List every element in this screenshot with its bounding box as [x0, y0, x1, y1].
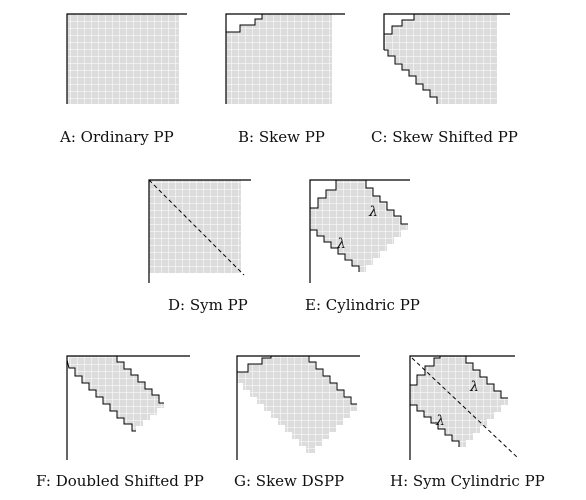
panel-b-cells — [226, 14, 332, 104]
panel-f-outline — [66, 356, 164, 432]
panel-e-frame — [309, 179, 410, 283]
panel-a-frame — [66, 13, 187, 104]
panel-d: D: Sym PP — [148, 179, 251, 314]
panel-c: C: Skew Shifted PP — [371, 13, 518, 146]
panel-g-cells — [237, 356, 357, 453]
panel-c-frame — [383, 13, 510, 50]
panel-g-caption: G: Skew DSPP — [234, 472, 344, 490]
panel-e-lambda-lower: λ — [336, 236, 346, 252]
panel-c-top-boundary — [384, 14, 415, 35]
panel-g-outline — [237, 356, 357, 405]
panel-h: λ λ H: Sym Cylindric PP — [390, 355, 545, 490]
panel-e-lambda-upper: λ — [368, 204, 378, 220]
panel-d-symmetry-diagonal — [148, 179, 245, 276]
panel-b-caption: B: Skew PP — [238, 128, 325, 146]
panel-b: B: Skew PP — [225, 13, 345, 146]
panel-a-cells — [67, 14, 179, 104]
panel-c-shifted-boundary — [384, 49, 438, 104]
panel-e-outline — [310, 180, 408, 272]
panel-h-lambda-upper: λ — [469, 379, 479, 395]
panel-b-frame — [225, 13, 345, 104]
panel-e-caption: E: Cylindric PP — [305, 296, 420, 314]
panel-h-caption: H: Sym Cylindric PP — [390, 472, 545, 490]
panel-h-outline — [410, 356, 508, 447]
panel-f-cells — [69, 356, 164, 431]
panel-e-cells — [310, 180, 408, 272]
panel-g: G: Skew DSPP — [234, 355, 360, 490]
panel-a: A: Ordinary PP — [59, 13, 187, 146]
panel-g-frame — [236, 355, 360, 460]
panel-h-frame — [409, 355, 515, 460]
panel-h-lambda-lower: λ — [435, 413, 445, 429]
panel-c-cells — [384, 14, 497, 104]
panel-f: F: Doubled Shifted PP — [36, 355, 204, 490]
panel-h-symmetry-diagonal — [411, 357, 519, 459]
panel-a-caption: A: Ordinary PP — [59, 128, 174, 146]
panel-c-caption: C: Skew Shifted PP — [371, 128, 518, 146]
panel-f-caption: F: Doubled Shifted PP — [36, 472, 204, 490]
panel-b-skew-boundary — [226, 14, 263, 33]
panel-d-caption: D: Sym PP — [168, 296, 248, 314]
panel-e: λ λ E: Cylindric PP — [305, 179, 420, 314]
panel-f-frame — [66, 355, 190, 460]
